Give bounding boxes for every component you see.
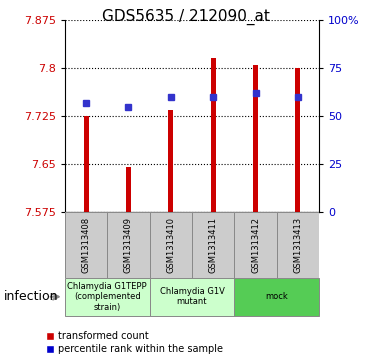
Bar [126, 167, 131, 212]
Bar [150, 278, 234, 316]
Bar [168, 110, 173, 212]
Text: GSM1313410: GSM1313410 [166, 217, 175, 273]
Text: GDS5635 / 212090_at: GDS5635 / 212090_at [102, 9, 269, 25]
Bar [234, 278, 319, 316]
Bar [253, 65, 258, 212]
Text: GSM1313411: GSM1313411 [209, 217, 218, 273]
Bar [277, 212, 319, 278]
Text: GSM1313413: GSM1313413 [293, 217, 302, 273]
Bar [211, 58, 216, 212]
Text: Chlamydia G1TEPP
(complemented
strain): Chlamydia G1TEPP (complemented strain) [68, 282, 147, 312]
Bar [192, 212, 234, 278]
Bar [83, 116, 89, 212]
Text: Chlamydia G1V
mutant: Chlamydia G1V mutant [160, 287, 224, 306]
Text: GSM1313408: GSM1313408 [82, 217, 91, 273]
Bar [65, 212, 107, 278]
Legend: transformed count, percentile rank within the sample: transformed count, percentile rank withi… [42, 327, 226, 358]
Text: GSM1313409: GSM1313409 [124, 217, 133, 273]
Text: mock: mock [265, 292, 288, 301]
Text: GSM1313412: GSM1313412 [251, 217, 260, 273]
Bar [234, 212, 277, 278]
Text: infection: infection [4, 290, 58, 303]
Bar [295, 68, 301, 212]
Bar [65, 278, 150, 316]
Bar [150, 212, 192, 278]
Bar [107, 212, 150, 278]
